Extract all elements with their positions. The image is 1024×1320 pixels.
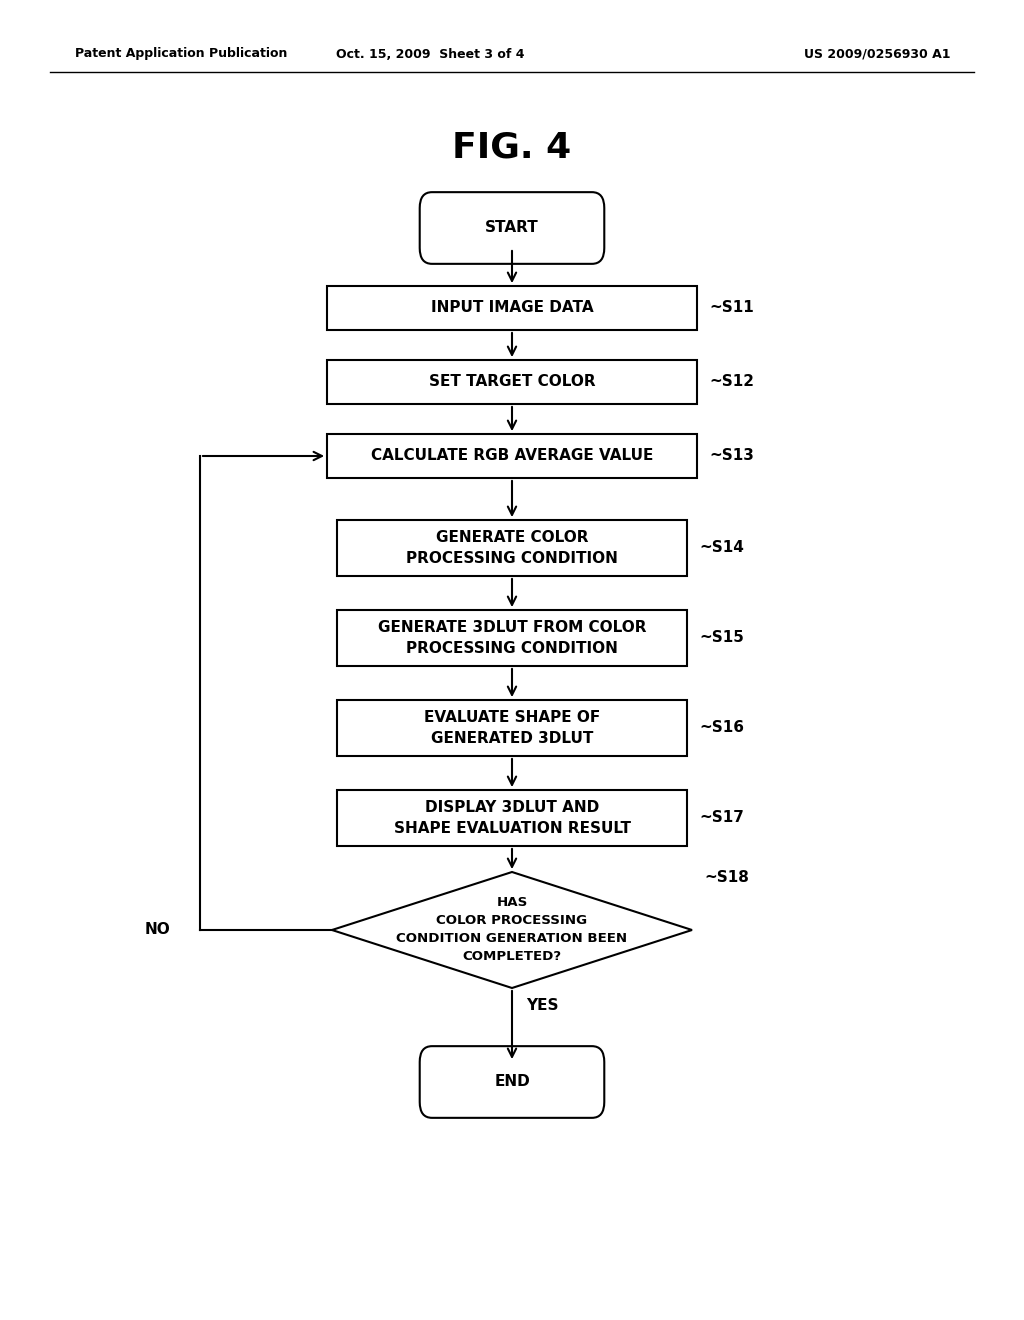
Polygon shape: [332, 873, 692, 987]
Text: CALCULATE RGB AVERAGE VALUE: CALCULATE RGB AVERAGE VALUE: [371, 449, 653, 463]
Text: Patent Application Publication: Patent Application Publication: [75, 48, 288, 61]
Text: FIG. 4: FIG. 4: [453, 131, 571, 165]
Text: Oct. 15, 2009  Sheet 3 of 4: Oct. 15, 2009 Sheet 3 of 4: [336, 48, 524, 61]
Text: EVALUATE SHAPE OF
GENERATED 3DLUT: EVALUATE SHAPE OF GENERATED 3DLUT: [424, 710, 600, 746]
Bar: [327, 360, 697, 404]
Text: START: START: [485, 220, 539, 235]
Text: GENERATE COLOR
PROCESSING CONDITION: GENERATE COLOR PROCESSING CONDITION: [407, 531, 617, 566]
FancyBboxPatch shape: [420, 1047, 604, 1118]
Text: ~S16: ~S16: [699, 721, 744, 735]
Text: ~S12: ~S12: [709, 375, 754, 389]
Bar: [337, 700, 687, 756]
Text: INPUT IMAGE DATA: INPUT IMAGE DATA: [431, 301, 593, 315]
Bar: [337, 789, 687, 846]
Bar: [327, 286, 697, 330]
FancyBboxPatch shape: [420, 193, 604, 264]
Bar: [327, 434, 697, 478]
Text: ~S11: ~S11: [709, 301, 754, 315]
Text: END: END: [495, 1074, 529, 1089]
Bar: [337, 520, 687, 576]
Text: YES: YES: [526, 998, 558, 1014]
Text: ~S18: ~S18: [705, 870, 749, 886]
Text: ~S15: ~S15: [699, 631, 743, 645]
Text: GENERATE 3DLUT FROM COLOR
PROCESSING CONDITION: GENERATE 3DLUT FROM COLOR PROCESSING CON…: [378, 620, 646, 656]
Text: DISPLAY 3DLUT AND
SHAPE EVALUATION RESULT: DISPLAY 3DLUT AND SHAPE EVALUATION RESUL…: [393, 800, 631, 836]
Text: ~S14: ~S14: [699, 540, 743, 556]
Text: NO: NO: [145, 923, 171, 937]
Text: ~S13: ~S13: [709, 449, 754, 463]
Text: SET TARGET COLOR: SET TARGET COLOR: [429, 375, 595, 389]
Text: HAS
COLOR PROCESSING
CONDITION GENERATION BEEN
COMPLETED?: HAS COLOR PROCESSING CONDITION GENERATIO…: [396, 896, 628, 964]
Bar: [337, 610, 687, 667]
Text: ~S17: ~S17: [699, 810, 743, 825]
Text: US 2009/0256930 A1: US 2009/0256930 A1: [804, 48, 950, 61]
